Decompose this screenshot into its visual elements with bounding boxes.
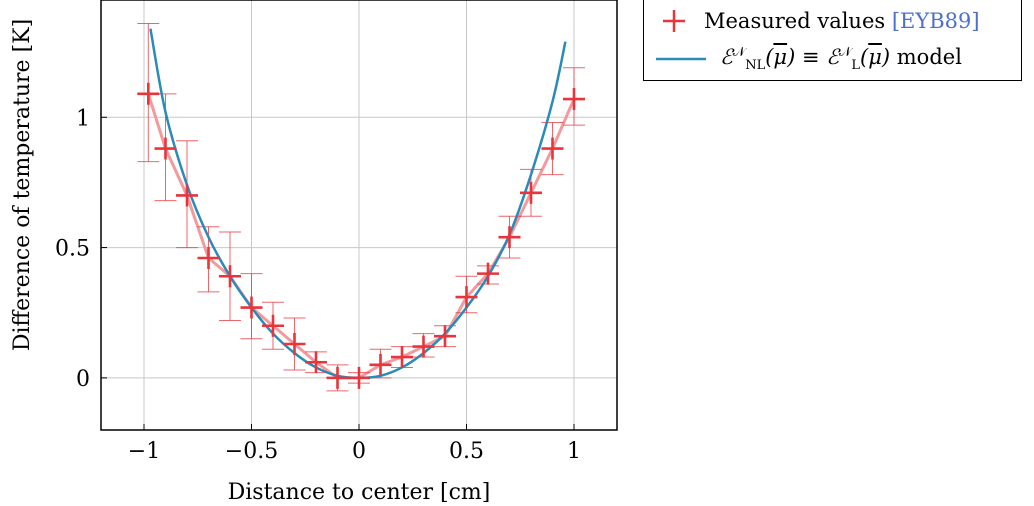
grid-lines — [101, 0, 617, 430]
y-tick-label: 1 — [76, 106, 90, 131]
model-line — [149, 28, 567, 380]
measured-point — [219, 265, 241, 288]
measured-markers — [137, 82, 585, 389]
error-bars — [137, 22, 585, 392]
measured-point — [498, 226, 521, 249]
measured-point — [541, 137, 564, 160]
x-tick-label: 0 — [352, 439, 366, 464]
measured-point — [520, 181, 542, 204]
measured-point — [137, 82, 160, 105]
x-tick-label: −1 — [128, 439, 160, 464]
legend-model-formula: ℰ𝒩NL(μ) ≡ ℰ𝒩L(μ) — [720, 44, 891, 74]
measured-point — [477, 262, 499, 285]
measured-point — [262, 314, 284, 337]
measured-point — [563, 88, 585, 111]
measured-point — [154, 137, 177, 160]
legend-model-text: model — [890, 44, 962, 69]
axis-ticks — [101, 116, 575, 430]
measured-point — [326, 366, 349, 389]
model-curve — [149, 28, 567, 380]
y-axis-title: Difference of temperature [K] — [10, 19, 35, 351]
x-tick-label: −0.5 — [225, 439, 278, 464]
measured-point — [348, 366, 370, 389]
legend-label-measured: Measured values [EYB89] — [704, 9, 980, 33]
measured-point — [369, 353, 392, 376]
legend-line-icon — [656, 57, 706, 61]
measured-point — [240, 296, 263, 319]
legend-measured-text: Measured values — [704, 9, 892, 33]
measured-point — [176, 184, 198, 207]
legend-marker-plus-icon — [663, 10, 685, 32]
measured-point — [283, 333, 306, 355]
measured-point — [391, 346, 413, 369]
x-tick-label: 0.5 — [449, 439, 484, 464]
y-tick-label: 0.5 — [55, 237, 90, 262]
y-tick-label: 0 — [76, 367, 90, 392]
x-axis-title: Distance to center [cm] — [228, 480, 491, 505]
legend-label-model: ℰ𝒩NL(μ) ≡ ℰ𝒩L(μ) model — [720, 45, 962, 73]
citation-link[interactable]: [EYB89] — [891, 9, 980, 33]
legend: Measured values [EYB89] ℰ𝒩NL(μ) ≡ ℰ𝒩L(μ)… — [643, 0, 1022, 81]
measured-point — [197, 247, 220, 269]
measured-point — [455, 286, 478, 309]
measured-point — [305, 351, 327, 374]
measured-point — [434, 325, 456, 348]
measured-point — [412, 335, 435, 358]
x-tick-label: 1 — [567, 439, 581, 464]
legend-item-model: ℰ𝒩NL(μ) ≡ ℰ𝒩L(μ) model — [644, 41, 962, 77]
legend-item-measured: Measured values [EYB89] — [644, 3, 980, 39]
tick-labels: −1 −0.5 0 0.5 1 0 0.5 1 — [55, 106, 581, 464]
